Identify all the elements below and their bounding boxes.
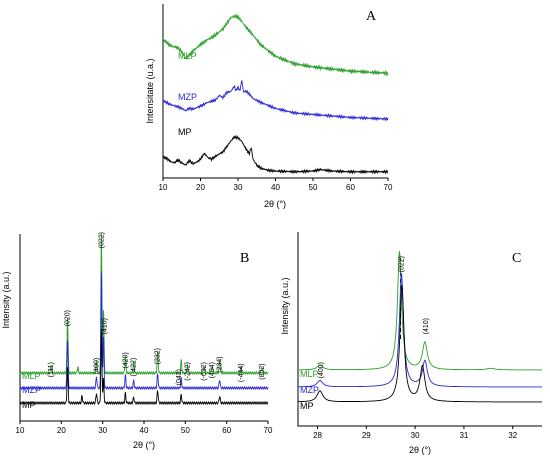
panel-b-peak-label: (111) [48, 362, 55, 377]
panel-b-peak-label: (802) [259, 363, 266, 379]
panel-a-x-tick-label: 30 [234, 183, 243, 192]
panel-c-label-mlp: MLP [300, 369, 319, 379]
panel-b-series-mlp [20, 234, 268, 375]
panel-a-x-tick-label: 10 [159, 183, 168, 192]
panel-a-x-tick-label: 40 [271, 183, 280, 192]
panel-b-x-title: 2θ (°) [133, 440, 155, 450]
panel-b-x-tick-label: 60 [222, 426, 231, 435]
panel-b-series [20, 234, 268, 405]
panel-c-label-mzp: MZP [300, 385, 319, 395]
panel-a-x-ticks: 10 20 30 40 50 60 70 [159, 178, 393, 192]
panel-b-x-tick-label: 50 [181, 426, 190, 435]
panel-a: A 10 20 30 40 50 60 70 MLP MZP MP 2θ (°) Inten… [145, 4, 393, 209]
panel-a-series-mlp [163, 15, 388, 75]
panel-a-x-tick-label: 20 [196, 183, 205, 192]
panel-c-label-mp: MP [300, 401, 314, 411]
panel-c-x-tick-label: 31 [459, 431, 468, 440]
panel-b-peak-label: (404) [209, 362, 216, 378]
panel-c-series [298, 251, 542, 402]
panel-c-x-ticks: 28 29 30 31 32 [313, 426, 518, 440]
panel-b-peak-label: (020) [65, 310, 72, 326]
panel-b-series-mp [20, 329, 268, 404]
panel-b-peak-labels: (111) (020) (400) (022) (410) (420) (-422) (232… [48, 232, 266, 385]
panel-a-letter: A [366, 9, 377, 24]
panel-a-series-mp [163, 136, 388, 173]
panel-c-peak-labels: (400) (022) (410) [318, 256, 430, 378]
panel-c-letter: C [512, 251, 521, 266]
panel-b-peak-label: (-444) [238, 363, 245, 382]
panel-a-y-title: Intensitate (u.a.) [145, 58, 155, 123]
panel-b-peak-label: (-632) [201, 362, 208, 381]
panel-c-x-tick-label: 29 [362, 431, 371, 440]
panel-b-label-mlp: MLP [22, 371, 41, 381]
panel-a-x-title: 2θ (°) [264, 199, 286, 209]
panel-b-peak-label: (410) [102, 318, 109, 334]
panel-c-peak-label: (410) [423, 318, 430, 334]
panel-b-peak-label: (-422) [131, 358, 138, 377]
panel-c-x-tick-label: 32 [508, 431, 517, 440]
panel-b-frame [20, 234, 268, 421]
panel-c-peak-label: (400) [318, 362, 325, 378]
panel-c-x-tick-label: 28 [313, 431, 322, 440]
panel-b-x-ticks: 10 20 30 40 50 60 70 [16, 421, 273, 435]
panel-a-x-tick-label: 50 [309, 183, 318, 192]
panel-b-y-title: Intensity (a.u.) [1, 271, 11, 328]
panel-b-peak-label: (-242) [184, 362, 191, 381]
panel-b-peak-label: (042) [176, 369, 183, 385]
panel-c-peak-label: (022) [399, 256, 406, 272]
panel-b-x-tick-label: 40 [140, 426, 149, 435]
panel-b-label-mp: MP [22, 400, 36, 410]
panel-c-frame [298, 232, 542, 426]
panel-c-x-title: 2θ (°) [409, 445, 431, 455]
panel-c-series-mlp [298, 251, 542, 370]
panel-b-peak-label: (022) [98, 232, 105, 248]
panel-b-x-tick-label: 10 [16, 426, 25, 435]
panel-c-y-title: Intensity (a.u.) [280, 277, 290, 334]
panel-a-label-mlp: MLP [178, 51, 197, 61]
panel-a-frame [163, 4, 388, 178]
panel-b-x-tick-label: 20 [57, 426, 66, 435]
panel-b-peak-label: (420) [122, 352, 129, 368]
panel-b-peak-label: (234) [217, 356, 224, 372]
panel-b-letter: B [240, 251, 249, 266]
panel-c-x-tick-label: 30 [411, 431, 420, 440]
panel-b-peak-label: (400) [94, 358, 101, 374]
panel-a-x-tick-label: 70 [384, 183, 393, 192]
panel-b-x-tick-label: 70 [264, 426, 273, 435]
panel-a-label-mzp: MZP [178, 92, 197, 102]
panel-c-series-mp [298, 285, 542, 402]
panel-b-x-tick-label: 30 [98, 426, 107, 435]
panel-c: C 28 29 30 31 32 (400)(022)(410) MLP MZP MP … [280, 232, 542, 455]
panel-a-label-mp: MP [178, 127, 192, 137]
panel-b-peak-label: (232) [155, 348, 162, 364]
panel-b-label-mzp: MZP [22, 385, 41, 395]
panel-a-x-tick-label: 60 [346, 183, 355, 192]
panel-b: B 10 20 30 40 50 60 70 (111) (020) (400) (022) (41… [1, 232, 273, 450]
